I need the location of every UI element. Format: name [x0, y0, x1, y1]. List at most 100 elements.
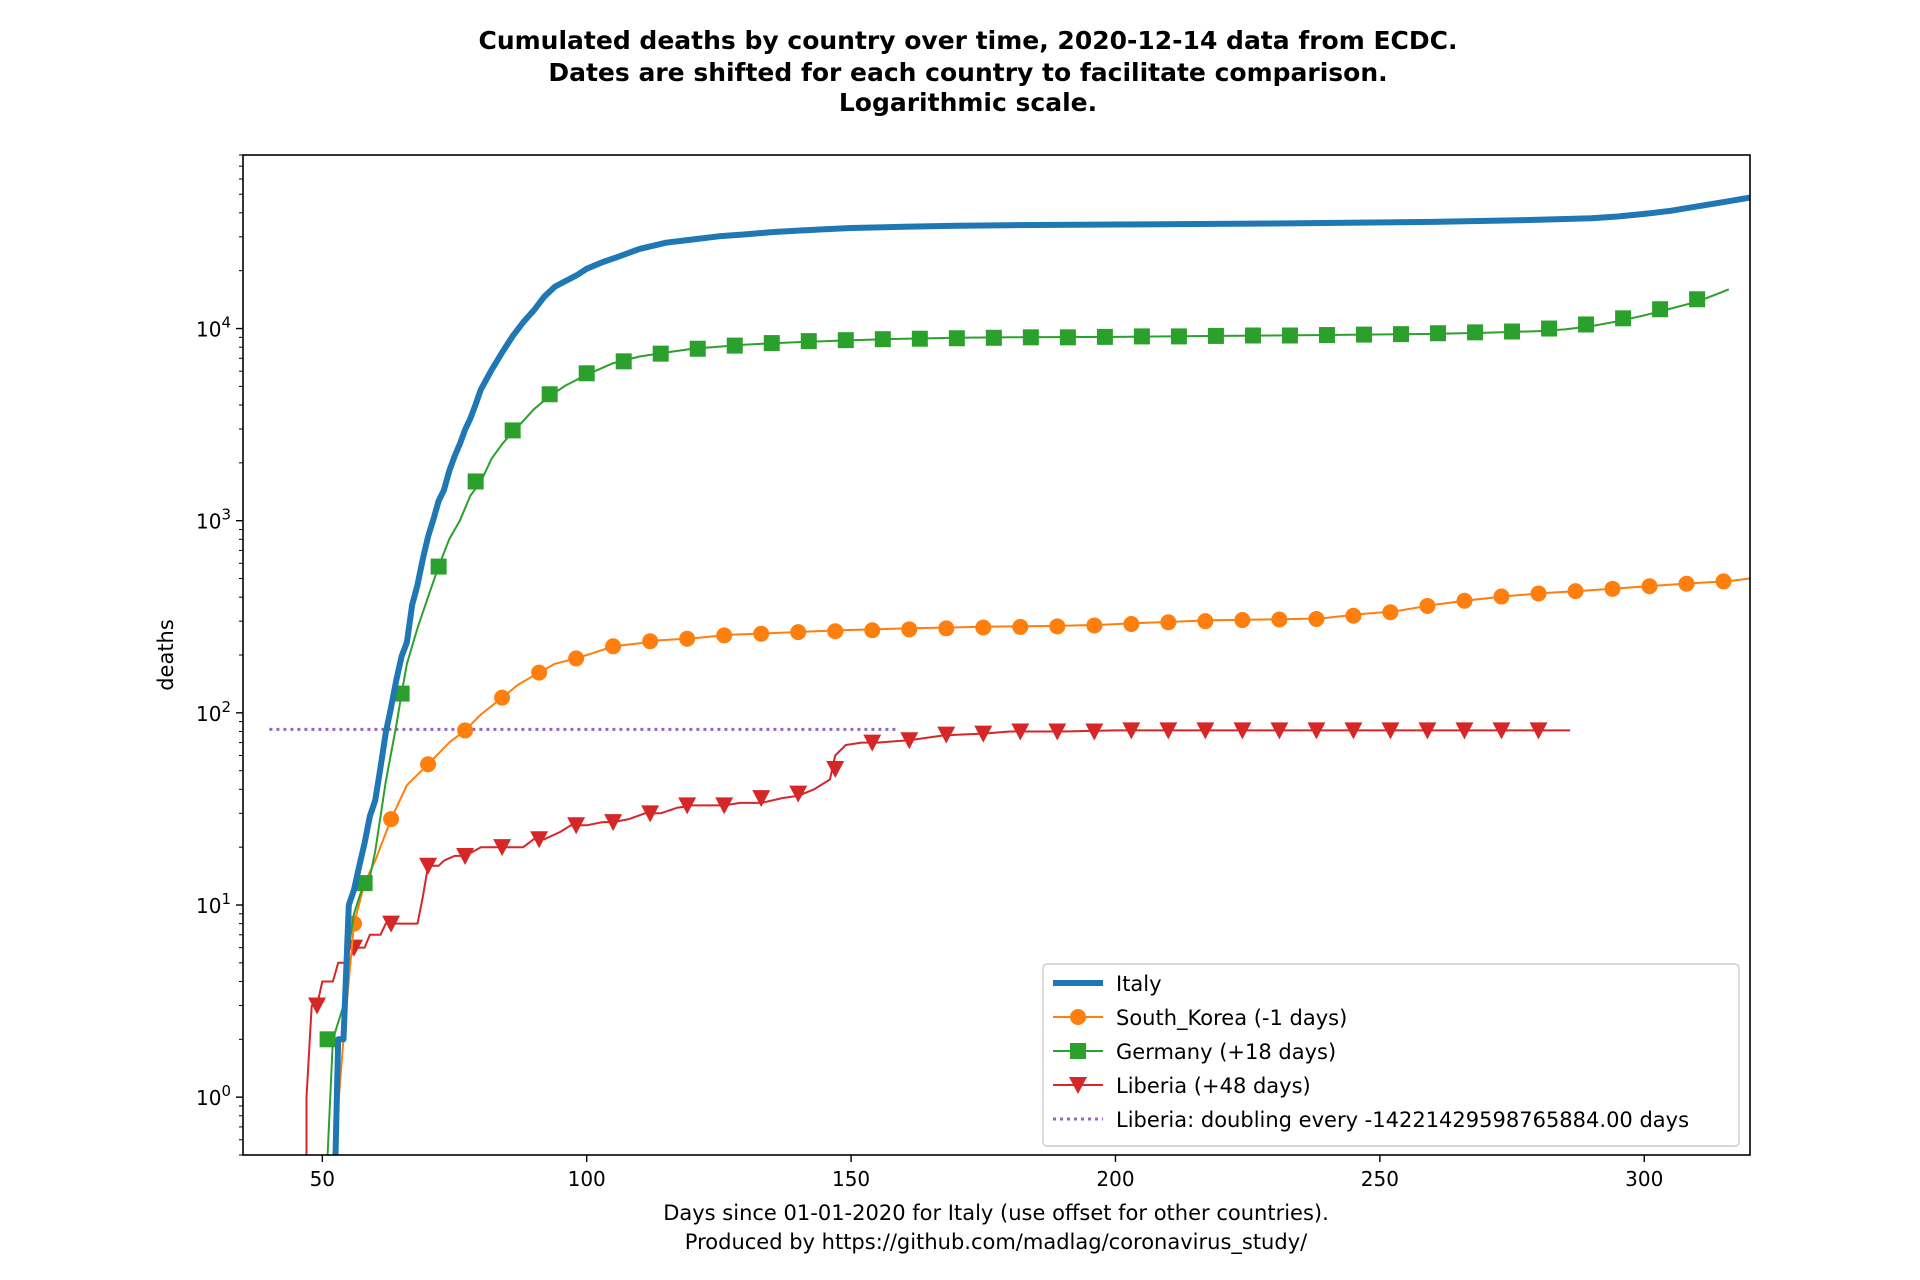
data-point-germany — [1578, 316, 1594, 332]
data-point-south-korea — [753, 626, 769, 642]
data-point-south-korea — [1419, 598, 1435, 614]
chart-title-line-3: Logarithmic scale. — [839, 88, 1097, 117]
x-tick-label: 100 — [568, 1167, 606, 1191]
data-point-south-korea — [827, 623, 843, 639]
data-point-south-korea — [1049, 618, 1065, 634]
data-point-south-korea — [864, 622, 880, 638]
chart-title-line-2: Dates are shifted for each country to fa… — [548, 58, 1387, 87]
data-point-germany — [1097, 329, 1113, 345]
data-point-south-korea — [1493, 589, 1509, 605]
data-point-germany — [542, 386, 558, 402]
chart-title: Cumulated deaths by country over time, 2… — [478, 26, 1457, 117]
data-point-south-korea — [1605, 581, 1621, 597]
data-point-south-korea — [1123, 616, 1139, 632]
data-point-south-korea — [790, 624, 806, 640]
data-point-south-korea — [1308, 611, 1324, 627]
data-point-south-korea — [1197, 613, 1213, 629]
legend-label: Germany (+18 days) — [1116, 1040, 1336, 1064]
y-tick-label: 101 — [196, 890, 231, 918]
y-tick-label: 100 — [196, 1082, 231, 1110]
data-point-germany — [912, 331, 928, 347]
y-tick-label: 102 — [196, 698, 231, 726]
data-point-germany — [1060, 329, 1076, 345]
data-point-south-korea — [420, 756, 436, 772]
legend-entry-liberia: Liberia: doubling every -142214295987658… — [1053, 1108, 1689, 1132]
data-point-liberia — [826, 761, 844, 778]
legend-label: Liberia: doubling every -142214295987658… — [1116, 1108, 1689, 1132]
data-point-south-korea — [383, 811, 399, 827]
data-point-germany — [653, 346, 669, 362]
data-point-south-korea — [1160, 614, 1176, 630]
data-point-south-korea — [901, 621, 917, 637]
data-point-germany — [801, 333, 817, 349]
data-point-germany — [1171, 328, 1187, 344]
data-point-south-korea — [1456, 593, 1472, 609]
data-point-germany — [1319, 327, 1335, 343]
x-tick-label: 200 — [1096, 1167, 1134, 1191]
legend-label: Italy — [1116, 972, 1162, 996]
data-point-south-korea — [531, 665, 547, 681]
data-point-germany — [727, 338, 743, 354]
data-point-germany — [838, 332, 854, 348]
data-point-germany — [986, 330, 1002, 346]
data-point-germany — [468, 473, 484, 489]
x-axis: 50100150200250300 — [310, 1155, 1664, 1191]
data-point-germany — [690, 341, 706, 357]
data-point-south-korea — [494, 690, 510, 706]
x-tick-label: 250 — [1361, 1167, 1399, 1191]
data-point-germany — [1023, 329, 1039, 345]
data-point-south-korea — [568, 650, 584, 666]
data-point-germany — [616, 353, 632, 369]
data-point-south-korea — [1345, 608, 1361, 624]
data-point-south-korea — [1086, 617, 1102, 633]
legend-label: Liberia (+48 days) — [1116, 1074, 1311, 1098]
data-point-south-korea — [1642, 578, 1658, 594]
data-point-germany — [505, 422, 521, 438]
data-point-germany — [949, 330, 965, 346]
data-point-germany — [1134, 328, 1150, 344]
data-point-south-korea — [457, 722, 473, 738]
data-point-south-korea — [1012, 619, 1028, 635]
y-axis-label: deaths — [154, 619, 178, 691]
data-point-south-korea — [716, 627, 732, 643]
data-point-germany — [1393, 326, 1409, 342]
data-point-south-korea — [1271, 612, 1287, 628]
data-point-south-korea — [1382, 604, 1398, 620]
data-point-germany — [579, 365, 595, 381]
data-point-germany — [1615, 310, 1631, 326]
x-axis-label-line-1: Days since 01-01-2020 for Italy (use off… — [663, 1201, 1329, 1225]
data-point-south-korea — [938, 620, 954, 636]
y-tick-label: 103 — [196, 506, 231, 534]
data-point-germany — [1208, 328, 1224, 344]
data-point-south-korea — [679, 631, 695, 647]
data-point-germany — [320, 1031, 336, 1047]
data-point-south-korea — [642, 633, 658, 649]
data-point-south-korea — [1234, 612, 1250, 628]
legend: Italy South_Korea (-1 days) Germany (+18 d… — [1043, 964, 1739, 1146]
data-point-germany — [1356, 327, 1372, 343]
x-tick-label: 150 — [832, 1167, 870, 1191]
data-point-germany — [764, 335, 780, 351]
chart-title-line-1: Cumulated deaths by country over time, 2… — [478, 26, 1457, 55]
data-point-germany — [1467, 324, 1483, 340]
x-tick-label: 300 — [1625, 1167, 1663, 1191]
data-point-germany — [1504, 324, 1520, 340]
data-point-south-korea — [605, 638, 621, 654]
data-point-south-korea — [1716, 573, 1732, 589]
y-axis: 100 101 102 103 104 — [196, 155, 243, 1155]
data-point-germany — [875, 331, 891, 347]
data-point-germany — [1541, 321, 1557, 337]
data-point-germany — [1282, 327, 1298, 343]
data-point-germany — [431, 559, 447, 575]
x-axis-label-line-2: Produced by https://github.com/madlag/co… — [685, 1230, 1308, 1255]
y-tick-label: 104 — [196, 314, 231, 342]
data-point-south-korea — [1530, 585, 1546, 601]
data-point-liberia — [752, 790, 770, 807]
legend-marker — [1070, 1043, 1086, 1059]
data-point-germany — [1689, 291, 1705, 307]
data-point-south-korea — [975, 620, 991, 636]
legend-label: South_Korea (-1 days) — [1116, 1006, 1347, 1031]
data-point-germany — [1430, 325, 1446, 341]
data-point-south-korea — [1679, 576, 1695, 592]
